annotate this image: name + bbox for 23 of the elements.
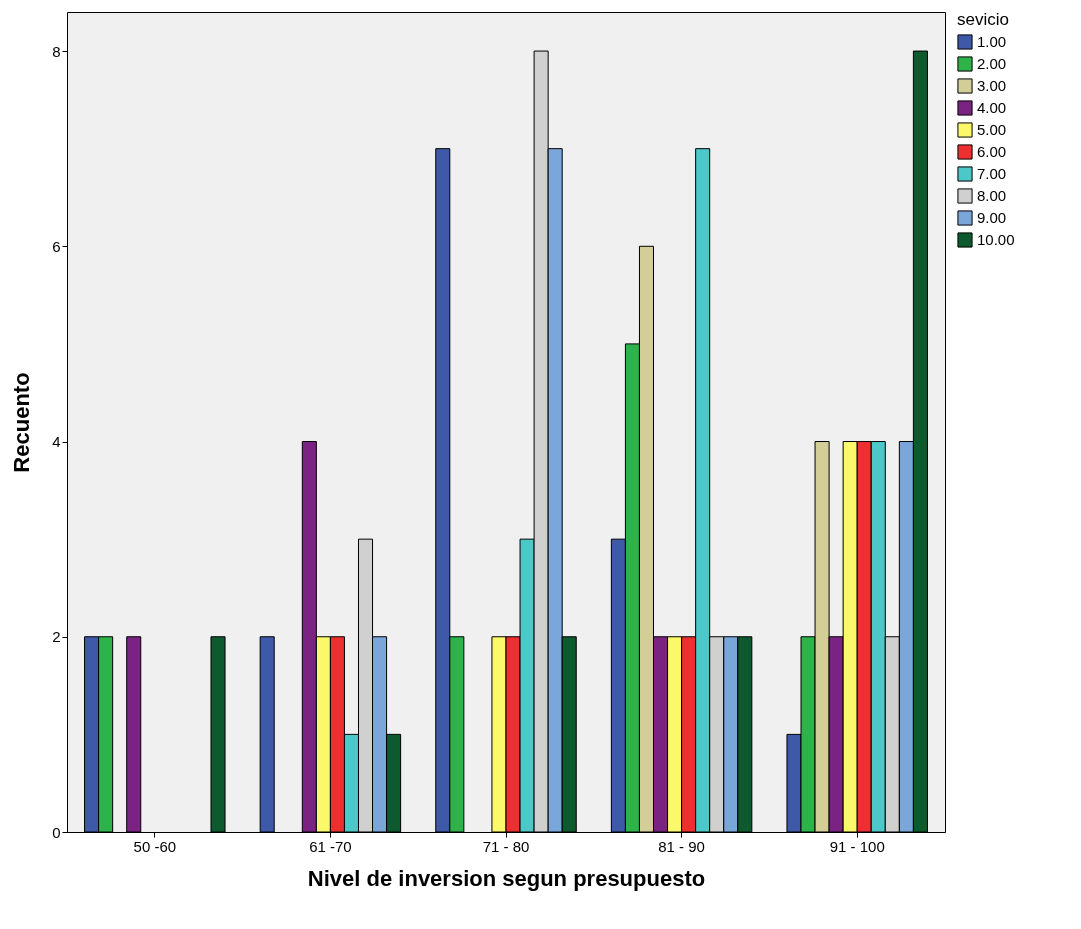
legend-label: 7.00 bbox=[977, 165, 1007, 182]
legend-label: 4.00 bbox=[977, 99, 1007, 116]
x-tick-label: 71 - 80 bbox=[482, 837, 530, 855]
y-tick-label: 4 bbox=[52, 433, 61, 451]
legend-label: 2.00 bbox=[977, 55, 1007, 72]
y-tick-label: 0 bbox=[52, 823, 61, 841]
y-tick-label: 6 bbox=[52, 237, 61, 255]
legend-label: 10.00 bbox=[977, 231, 1015, 248]
legend-label: 1.00 bbox=[977, 33, 1007, 50]
y-tick-label: 8 bbox=[52, 42, 61, 60]
x-tick-label: 61 -70 bbox=[309, 837, 352, 855]
legend-label: 5.00 bbox=[977, 121, 1007, 138]
x-axis-title: Nivel de inversion segun presupuesto bbox=[307, 865, 706, 891]
x-tick-label: 50 -60 bbox=[133, 837, 177, 855]
legend-label: 8.00 bbox=[977, 187, 1007, 204]
y-tick-label: 2 bbox=[52, 628, 61, 646]
x-tick-label: 81 - 90 bbox=[658, 837, 705, 855]
legend-label: 9.00 bbox=[977, 209, 1007, 226]
x-tick-label: 91 - 100 bbox=[829, 837, 885, 855]
y-axis-title: Recuento bbox=[9, 372, 35, 473]
legend-label: 6.00 bbox=[977, 143, 1007, 160]
legend-label: 3.00 bbox=[977, 77, 1007, 94]
legend-title: sevicio bbox=[957, 10, 1009, 29]
